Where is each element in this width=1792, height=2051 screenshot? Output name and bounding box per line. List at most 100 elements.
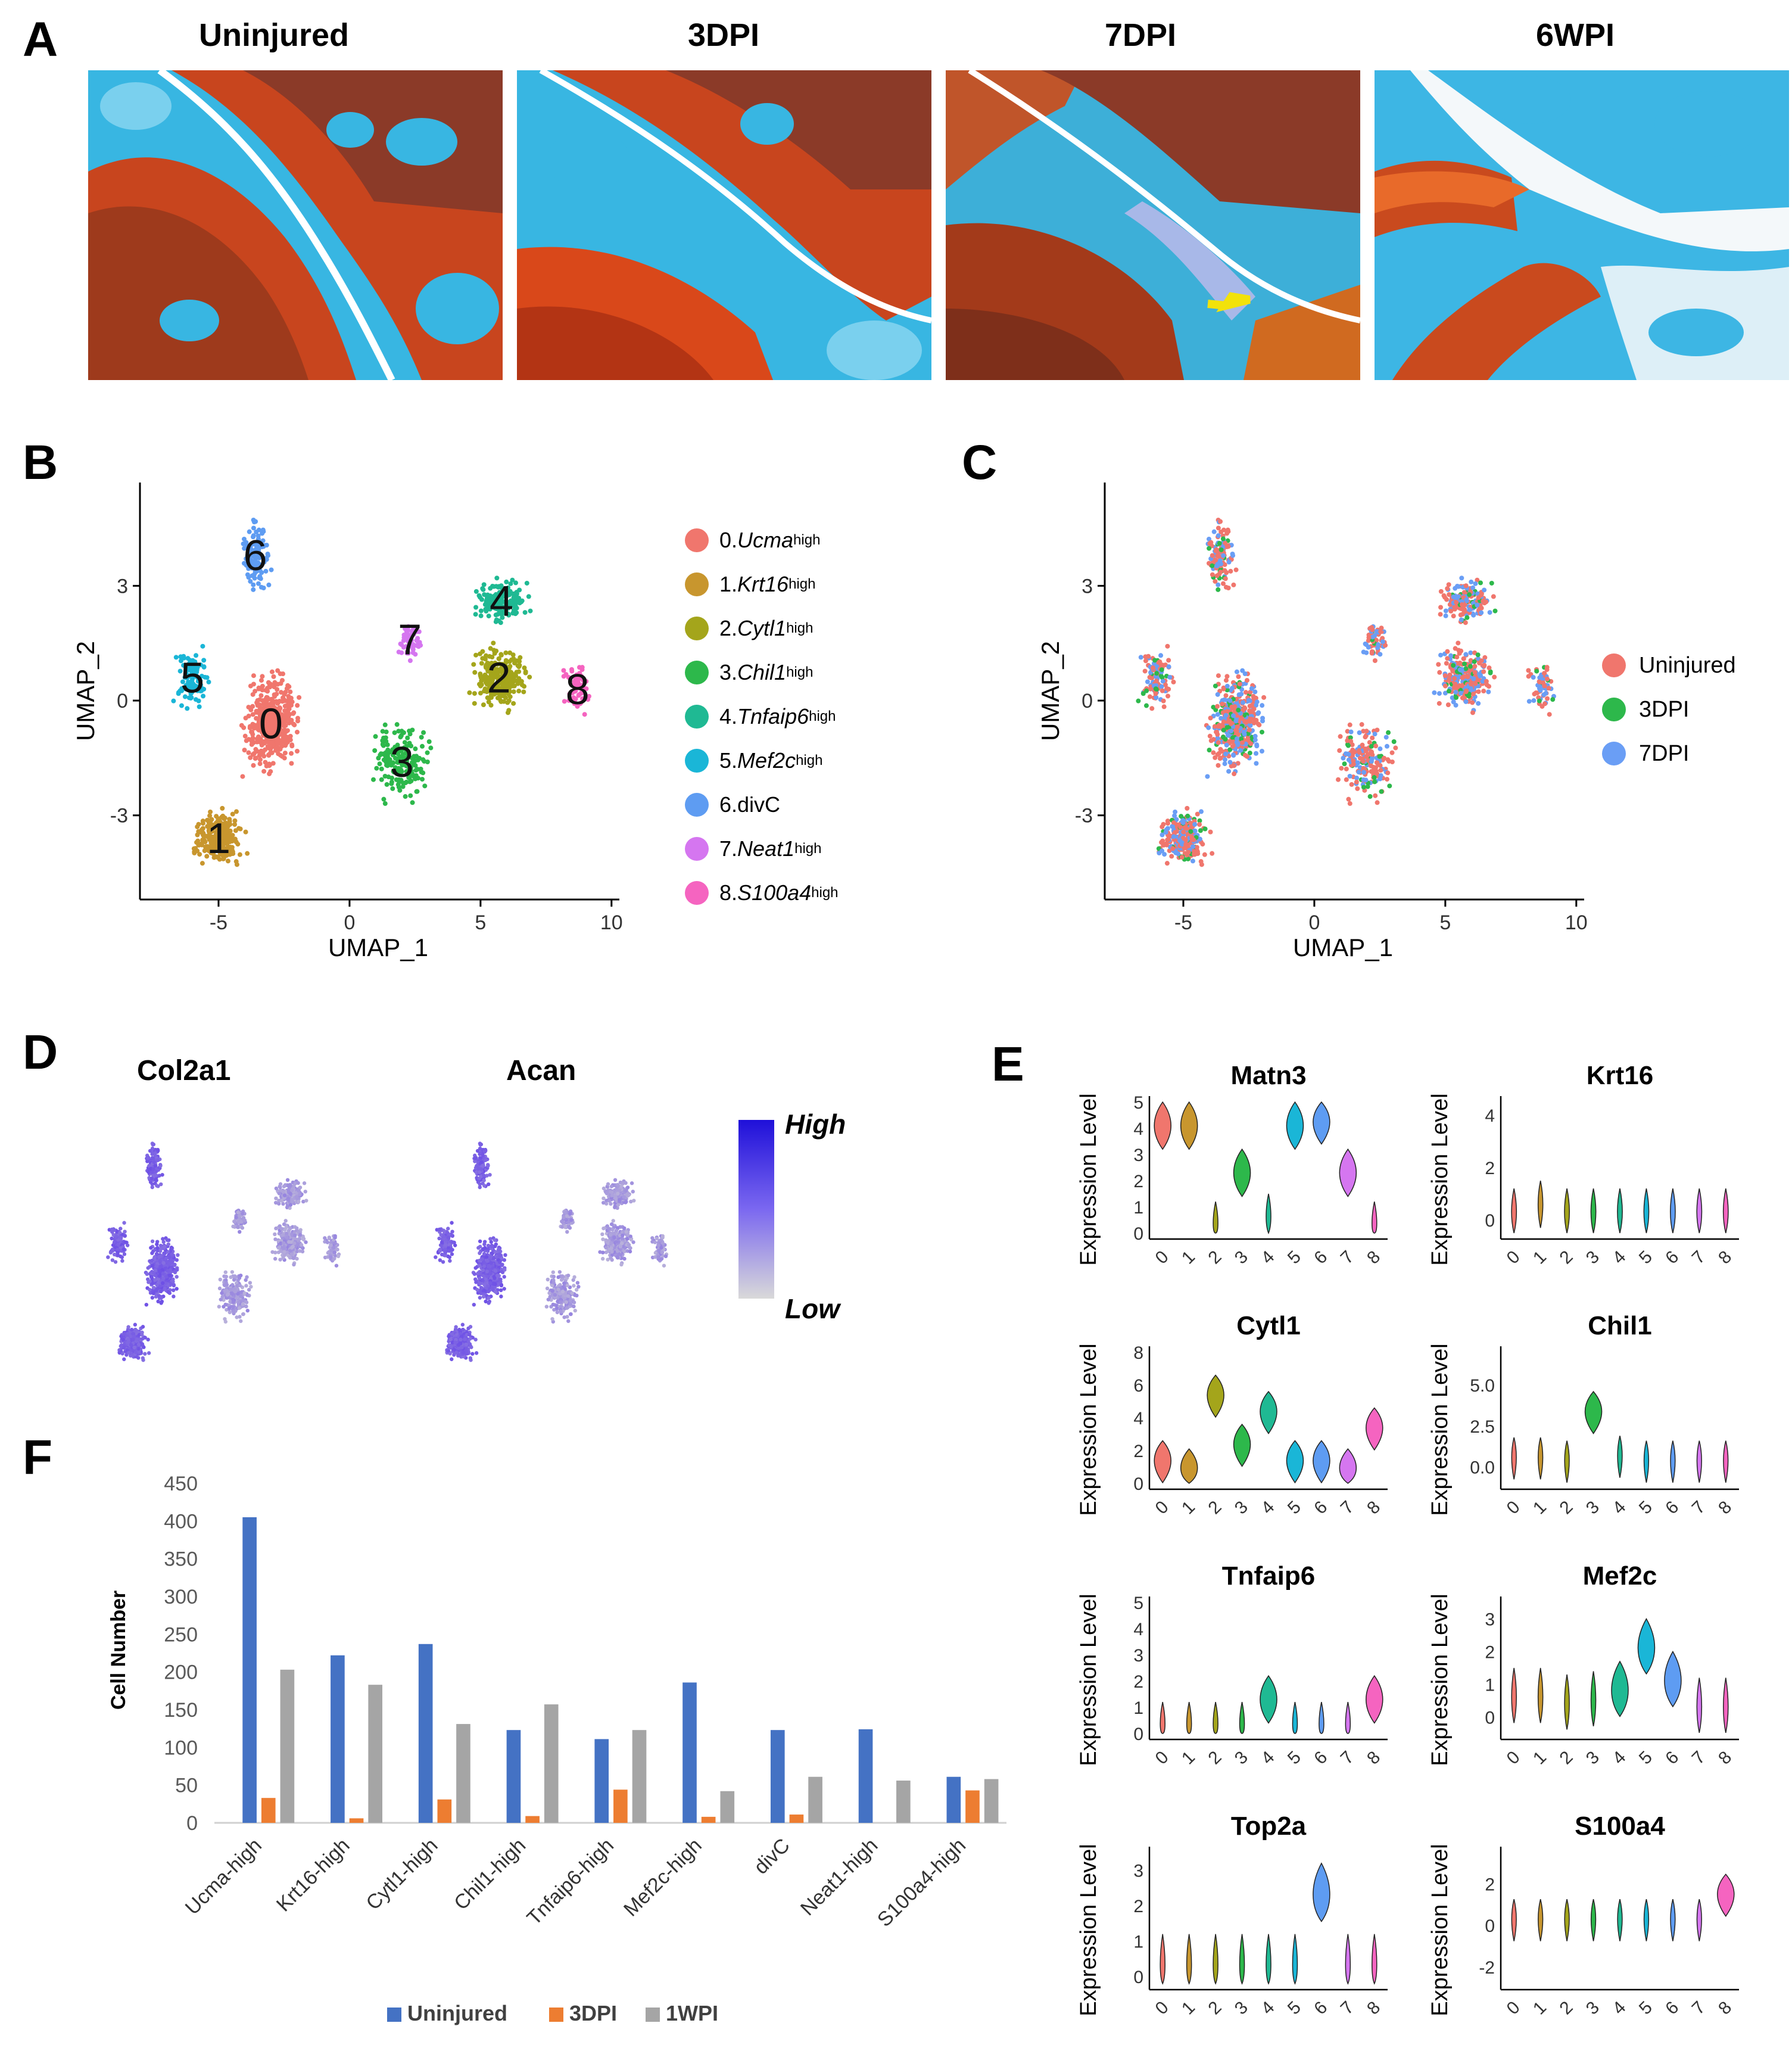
umap-cell-point (283, 689, 288, 695)
umap-cell-point (185, 665, 191, 671)
umap-cell-point (194, 684, 200, 689)
umap-cell-point (425, 750, 430, 755)
umap-cell-point (264, 686, 270, 691)
feature-cell-point (238, 1315, 242, 1319)
umap-cell-point (473, 605, 479, 610)
umap-condition-point (1218, 519, 1223, 524)
umap-cell-point (578, 690, 584, 696)
umap-cell-point (505, 700, 510, 705)
umap-cell-point (521, 689, 526, 695)
umap-condition-point (1246, 727, 1252, 733)
umap-condition-point (1339, 765, 1344, 771)
umap-cell-point (275, 716, 280, 721)
umap-cell-point (577, 701, 582, 707)
umap-cell-point (472, 670, 478, 675)
umap-condition-point (1482, 655, 1488, 660)
feature-cell-point (232, 1278, 236, 1282)
x-tick-label: -5 (210, 911, 227, 934)
umap-cell-point (226, 844, 231, 849)
umap-condition-point (1476, 701, 1481, 706)
feature-cell-point (245, 1308, 250, 1313)
umap-condition-point (1347, 722, 1352, 727)
umap-cell-point (259, 742, 264, 748)
umap-condition-point (1350, 752, 1355, 757)
umap-condition-point (1171, 834, 1176, 839)
umap-cell-point (271, 732, 276, 737)
umap-condition-point (1378, 767, 1383, 773)
umap-condition-point (1475, 602, 1480, 608)
umap-condition-point (1174, 822, 1179, 827)
umap-cell-point (494, 690, 499, 696)
umap-condition-point (1240, 668, 1245, 673)
umap-cell-point (200, 861, 205, 866)
feature-cell-point (167, 1273, 172, 1278)
umap-cell-point (403, 762, 409, 768)
umap-cell-point (258, 751, 263, 757)
umap-cell-point (376, 755, 381, 761)
umap-condition-point (1452, 676, 1457, 681)
umap-cell-point (216, 835, 221, 841)
umap-cell-point (195, 688, 200, 693)
umap-condition-point (1144, 688, 1149, 693)
umap-cell-point (242, 541, 248, 546)
umap-condition-point (1461, 674, 1467, 679)
umap-condition-point (1230, 713, 1236, 718)
umap-condition-point (1211, 705, 1216, 710)
cluster-legend-item: 0. Ucma high (685, 518, 935, 562)
x-tick-label: 0 (1308, 911, 1320, 934)
feature-cell-point (281, 1202, 285, 1206)
umap-cell-point (567, 692, 572, 697)
umap-condition-point (1448, 608, 1454, 614)
umap-cell-point (486, 614, 491, 619)
umap-cell-point (242, 748, 247, 753)
umap-cell-point (173, 655, 179, 660)
umap-cell-point (256, 685, 261, 690)
umap-cell-point (227, 821, 233, 827)
umap-condition-point (1216, 533, 1221, 539)
x-tick-label: 5 (1439, 911, 1451, 934)
umap-cell-point (266, 752, 272, 758)
feature-cell-point (285, 1204, 289, 1209)
umap-condition-point (1223, 576, 1228, 581)
feature-cell-point (282, 1253, 287, 1258)
umap-condition-point (1214, 573, 1220, 578)
feature-cell-point (282, 1222, 286, 1227)
umap-condition-point (1229, 686, 1235, 691)
umap-cell-point (519, 682, 525, 687)
umap-condition-point (1159, 667, 1164, 673)
umap-condition-point (1437, 670, 1442, 675)
feature-cell-point (123, 1230, 127, 1234)
umap-cell-point (404, 757, 410, 762)
umap-condition-point (1357, 730, 1362, 735)
legend-superscript: high (796, 752, 823, 768)
umap-c-y-label: UMAP_2 (1036, 641, 1064, 741)
umap-cell-point (582, 712, 587, 717)
feature-cell-point (236, 1210, 240, 1215)
umap-cell-point (495, 605, 501, 611)
umap-condition-point (1373, 793, 1378, 798)
legend-color-dot (685, 881, 709, 905)
umap-condition-point (1338, 734, 1343, 739)
umap-condition-point (1367, 740, 1372, 745)
umap-cell-point (282, 708, 288, 714)
umap-cell-point (200, 820, 205, 826)
umap-condition-point (1190, 844, 1196, 849)
umap-cell-point (508, 681, 513, 686)
umap-cell-point (201, 658, 207, 663)
umap-condition-point (1255, 721, 1261, 727)
umap-cell-point (289, 699, 295, 705)
umap-cell-point (252, 541, 257, 546)
umap-cell-point (279, 754, 285, 759)
umap-condition-point (1231, 752, 1236, 758)
umap-condition-point (1463, 652, 1469, 657)
umap-cell-point (410, 760, 415, 765)
umap-cell-point (403, 794, 408, 799)
umap-cell-point (295, 729, 300, 734)
umap-cell-point (505, 710, 510, 715)
umap-condition-point (1369, 743, 1374, 749)
feature-cell-point (285, 1178, 290, 1182)
umap-condition-point (1379, 625, 1384, 631)
feature-cell-point (155, 1242, 159, 1246)
umap-cell-point (510, 652, 516, 658)
feature-cell-point (165, 1238, 170, 1242)
